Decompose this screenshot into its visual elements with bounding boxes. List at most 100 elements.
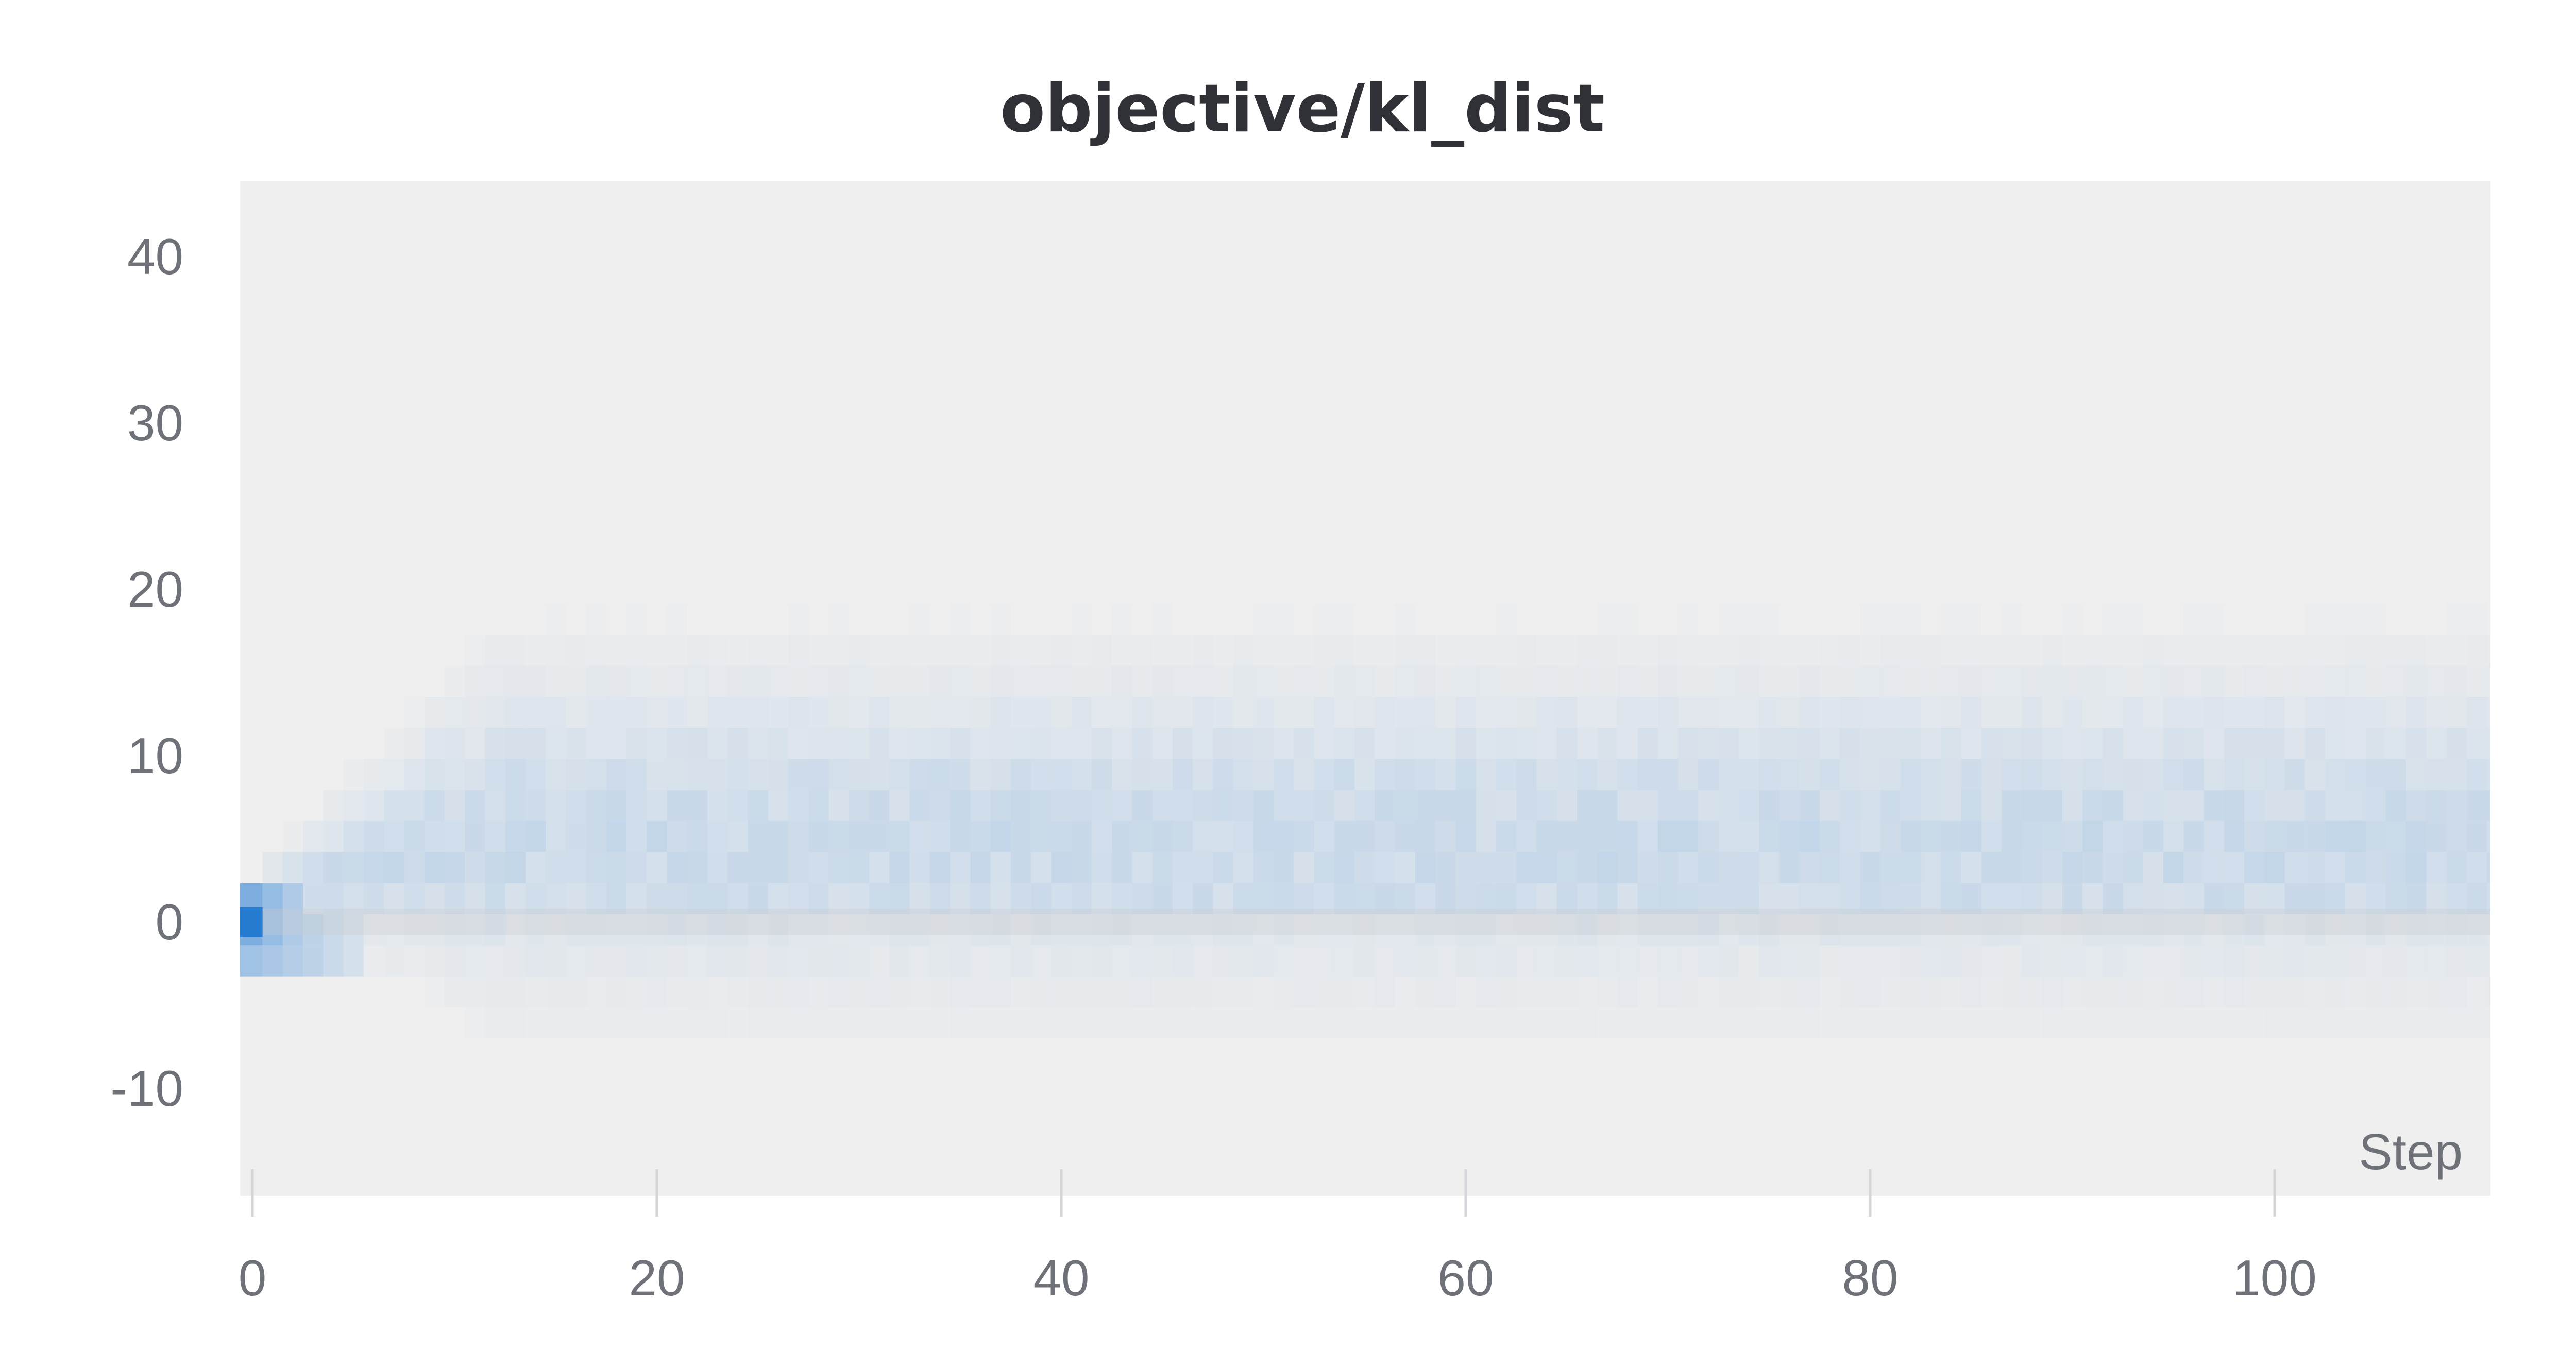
heatmap-cell [2042,852,2062,883]
heatmap-cell [2143,820,2164,852]
heatmap-cell [2204,635,2224,665]
heatmap-cell [1455,883,1476,914]
heatmap-cell [2123,666,2143,697]
heatmap-cell [1820,635,1840,665]
heatmap-cell [444,728,465,759]
heatmap-cell [1556,852,1577,883]
heatmap-cell [889,696,910,728]
heatmap-cell [546,820,566,852]
heatmap-cell [1112,977,1132,1007]
heatmap-cell [1071,852,1092,883]
heatmap-cell [1516,883,1537,914]
heatmap-cell [1112,945,1132,977]
heatmap-cell [1375,820,1395,852]
heatmap-cell [1051,883,1072,914]
heatmap-cell [1981,820,2002,852]
heatmap-cell [2022,914,2042,946]
heatmap-cell [424,790,445,821]
heatmap-cell [2103,696,2123,728]
heatmap-cell [1415,1007,1435,1038]
heatmap-cell [1092,635,1112,665]
heatmap-cell [687,728,708,759]
heatmap-cell [1496,820,1517,852]
heatmap-cell [1253,665,1274,697]
heatmap-cell [1213,635,1233,665]
heatmap-cell [990,820,1011,852]
heatmap-cell [1880,790,1901,821]
heatmap-cell [1678,666,1698,697]
heatmap-cell [2204,914,2224,946]
heatmap-cell [1092,666,1112,697]
heatmap-cell [768,759,789,790]
heatmap-cell [2082,820,2103,852]
heatmap-cell [727,728,748,759]
heatmap-cell [2183,604,2204,635]
heatmap-cell [1193,977,1213,1007]
heatmap-cell [404,728,424,759]
heatmap-cell [505,945,526,977]
heatmap-cell [586,604,606,635]
heatmap-cell [1153,604,1173,635]
heatmap-cell [1698,635,1718,665]
heatmap-cell [384,820,404,852]
heatmap-cell [2103,1007,2123,1038]
heatmap-cell [1172,914,1193,946]
heatmap-cell [929,945,951,977]
heatmap-cell [2426,790,2447,821]
heatmap-cell [1354,977,1375,1007]
heatmap-cell [1860,914,1880,946]
heatmap-cell [1779,759,1800,790]
heatmap-cell [2123,728,2143,759]
heatmap-cell [2345,1007,2365,1038]
heatmap-cell [2143,883,2164,914]
heatmap-cell [1091,790,1112,821]
heatmap-cell [1941,820,1961,852]
heatmap-cell [1637,728,1658,759]
heatmap-cell [2406,696,2427,728]
heatmap-cell [1112,728,1132,759]
heatmap-cell [1658,635,1678,665]
heatmap-cell [485,1007,505,1038]
heatmap-cell [1718,696,1739,728]
heatmap-cell [2366,666,2386,697]
heatmap-cell [910,1007,930,1038]
heatmap-cell [1941,977,1961,1007]
heatmap-cell [2224,820,2245,852]
heatmap-cell [1132,696,1153,728]
heatmap-cell [1941,728,1961,759]
heatmap-cell [2123,977,2143,1007]
heatmap-cell [1718,820,1739,852]
heatmap-cell [1435,728,1456,759]
heatmap-cell [1334,728,1355,759]
heatmap-cell [1274,666,1294,697]
heatmap-cell [647,759,667,790]
heatmap-cell [2264,790,2285,821]
heatmap-cell [950,883,971,914]
heatmap-cell [2224,945,2245,977]
heatmap-cell [849,914,870,946]
heatmap-cell [1961,883,1981,914]
heatmap-cell [1941,790,1961,821]
heatmap-cell [909,852,930,883]
heatmap-cell [950,820,971,852]
heatmap-cell [647,790,667,821]
heatmap-cell [1779,790,1800,821]
heatmap-cell [1274,604,1294,635]
heatmap-cell [667,945,687,977]
heatmap-cell [748,1007,768,1038]
heatmap-cell [748,696,768,728]
heatmap-cell [445,977,465,1007]
heatmap-cell [950,790,971,821]
heatmap-cell [1496,604,1516,635]
heatmap-cell [1657,790,1679,821]
heatmap-cell [929,728,951,759]
heatmap-cell [485,914,505,946]
heatmap-cell [990,665,1011,697]
heatmap-cell [1476,883,1496,914]
heatmap-cell [2244,945,2265,977]
heatmap-cell [444,914,465,946]
heatmap-cell [2385,852,2406,883]
heatmap-cell [2386,1007,2406,1038]
heatmap-cell [1294,665,1314,697]
heatmap-cell [2325,728,2346,759]
